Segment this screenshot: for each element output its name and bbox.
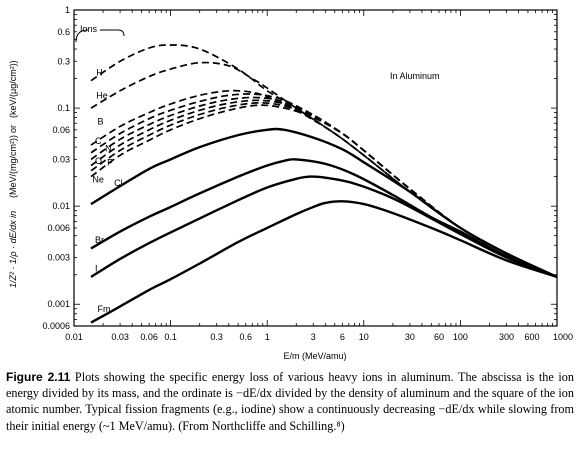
plot-frame	[73, 9, 558, 327]
y-axis-label: 1/Z² · 1/ρ · dE/dx in (MeV/(mg/cm²)) or …	[8, 60, 18, 288]
y-axis-label-unit2: (keV/(μg/cm²))	[8, 60, 18, 118]
y-tick-label: 0.6	[57, 27, 70, 37]
x-tick-label: 0.6	[240, 332, 253, 342]
curve-f	[90, 102, 558, 278]
x-tick-label: 30	[405, 332, 415, 342]
curve-label-cl: Cl	[114, 178, 123, 188]
x-tick-label: 300	[499, 332, 514, 342]
y-tick-label: 0.3	[57, 56, 70, 66]
x-tick-label: 6	[340, 332, 345, 342]
curve-label-fm: Fm	[97, 304, 110, 314]
energy-loss-chart: 0.01 0.03 0.06 0.1 0.3 0.6 1 3 6 10 30 60 100 300 600 1…	[8, 5, 573, 361]
curve-label-ne: Ne	[92, 174, 104, 184]
curve-label-i: I	[95, 264, 98, 274]
curve-b	[90, 89, 558, 278]
y-tick-label: 0.003	[47, 252, 70, 262]
x-tick-label: 60	[434, 332, 444, 342]
curve-fm	[90, 200, 558, 324]
y-tick-label: 0.0006	[42, 321, 70, 331]
caption-text: Plots showing the specific energy loss o…	[6, 370, 574, 433]
curve-label-br: Br	[95, 235, 104, 245]
x-tick-label: 0.1	[164, 332, 177, 342]
x-tick-label: 0.06	[140, 332, 158, 342]
x-axis-label: E/m (MeV/amu)	[283, 351, 346, 361]
curve-label-f: F	[107, 157, 113, 167]
curve-i	[90, 175, 558, 279]
axes: 0.01 0.03 0.06 0.1 0.3 0.6 1 3 6 10 30 60 100 300 600 1…	[42, 5, 573, 342]
figure-number: Figure 2.11	[6, 370, 71, 384]
figure-caption: Figure 2.11 Plots showing the specific e…	[6, 369, 574, 434]
curve-label-he: He	[96, 91, 108, 101]
x-tick-label: 3	[311, 332, 316, 342]
y-axis-label-prefix: 1/Z² · 1/ρ · dE/dx in	[8, 211, 18, 288]
y-tick-label: 0.03	[52, 154, 70, 164]
x-tick-label: 1	[265, 332, 270, 342]
ions-bracket	[75, 29, 125, 43]
y-axis-label-or: or	[8, 125, 18, 133]
y-tick-label: 0.06	[52, 125, 70, 135]
y-tick-label: 0.01	[52, 201, 70, 211]
x-tick-label: 10	[359, 332, 369, 342]
x-tick-label: 0.3	[210, 332, 223, 342]
x-tick-label: 1000	[553, 332, 573, 342]
curve-label-b: B	[97, 117, 103, 127]
curves	[90, 44, 558, 324]
curve-label-h: H	[96, 67, 103, 77]
x-tick-label: 600	[525, 332, 540, 342]
y-axis-label-unit1: (MeV/(mg/cm²))	[8, 135, 18, 198]
curve-label-n: N	[105, 144, 112, 154]
ions-label: Ions	[80, 24, 98, 34]
curve-label-c: C	[95, 136, 102, 146]
curve-br	[90, 158, 558, 279]
y-tick-label: 1	[65, 5, 70, 15]
x-tick-label: 100	[453, 332, 468, 342]
x-tick-label: 0.03	[111, 332, 129, 342]
y-tick-label: 0.1	[57, 103, 70, 113]
curve-c	[90, 93, 558, 278]
x-tick-label: 0.01	[65, 332, 83, 342]
curve-label-o: O	[95, 156, 102, 166]
material-label: In Aluminum	[390, 71, 440, 81]
y-tick-label: 0.006	[47, 223, 70, 233]
y-tick-label: 0.001	[47, 299, 70, 309]
curve-cl	[90, 127, 558, 278]
ions-bracket-line	[75, 29, 125, 43]
